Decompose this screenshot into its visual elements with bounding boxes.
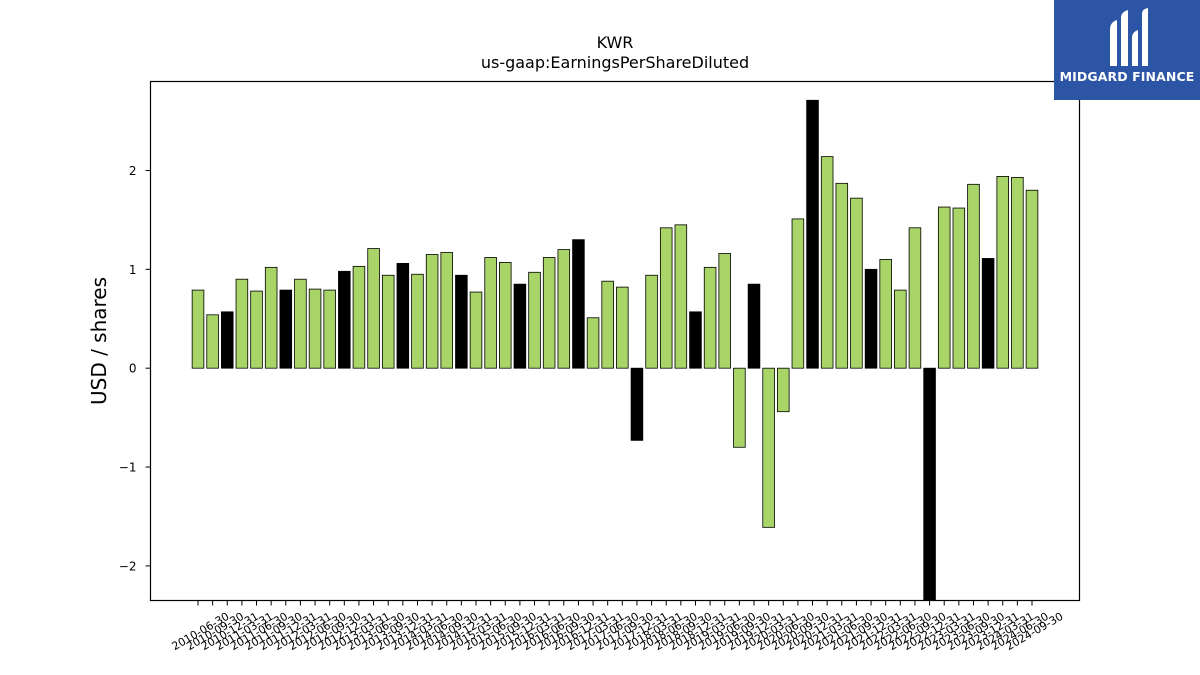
bar-2016-03-31 — [528, 271, 541, 369]
bar-2014-06-30 — [425, 254, 439, 369]
y-tick-label: 1 — [129, 263, 137, 277]
bars-group — [191, 99, 1039, 601]
bar-2010-09-30 — [206, 314, 219, 369]
y-tick-label: −2 — [119, 559, 137, 573]
bar-2024-03-31 — [996, 175, 1009, 369]
bar-2023-06-30 — [952, 207, 966, 369]
bar-2013-12-31 — [396, 262, 410, 369]
bar-2019-09-30 — [733, 367, 746, 448]
bar-2024-09-30 — [1025, 189, 1039, 369]
bar-2023-03-31 — [937, 206, 951, 369]
bar-2014-03-31 — [411, 273, 424, 369]
bar-2018-12-31 — [689, 311, 702, 369]
chart-title: KWR — [597, 33, 634, 52]
bar-2023-09-30 — [967, 183, 980, 369]
bar-2020-12-31 — [806, 99, 819, 369]
bar-2024-06-30 — [1011, 176, 1024, 369]
bar-2019-12-31 — [747, 283, 761, 369]
y-ticks-group: −2 −1 0 1 2 — [119, 164, 151, 573]
bar-2022-12-31 — [923, 367, 936, 601]
bar-2014-09-30 — [440, 252, 453, 369]
bar-2016-06-30 — [542, 257, 556, 369]
bar-2022-03-31 — [879, 259, 892, 369]
bar-2021-09-30 — [850, 197, 863, 369]
bar-2016-12-31 — [572, 239, 585, 369]
bar-2013-06-30 — [367, 248, 380, 369]
plot-frame — [149, 80, 1081, 602]
bar-2013-09-30 — [381, 274, 395, 369]
bar-2021-03-31 — [820, 156, 834, 369]
logo-text: MIDGARD FINANCE — [1059, 69, 1195, 84]
bar-2019-03-31 — [703, 266, 717, 369]
y-tick-label: 0 — [129, 362, 137, 376]
bar-2017-06-30 — [601, 280, 614, 369]
bar-2018-06-30 — [659, 227, 673, 369]
y-tick-label: 2 — [129, 164, 137, 178]
bar-2012-03-31 — [294, 278, 307, 369]
midgard-finance-logo: MIDGARD FINANCE — [1054, 0, 1200, 100]
bar-2010-12-31 — [221, 311, 234, 369]
bar-2012-12-31 — [338, 270, 351, 369]
bar-2019-06-30 — [718, 253, 731, 369]
bar-2017-09-30 — [616, 286, 629, 369]
bar-2011-09-30 — [264, 266, 278, 369]
bar-2013-03-31 — [352, 265, 366, 369]
bar-2015-06-30 — [484, 257, 497, 369]
bar-2017-12-31 — [630, 367, 644, 441]
bar-2023-12-31 — [981, 258, 995, 369]
bar-2020-09-30 — [791, 218, 805, 369]
bar-2012-09-30 — [323, 289, 336, 369]
bar-2010-06-30 — [191, 289, 205, 369]
bar-2020-06-30 — [777, 367, 790, 413]
bar-2014-12-31 — [455, 274, 468, 369]
x-ticks-group: 2010-06-302010-09-302010-12-312011-03-31… — [170, 600, 1066, 653]
bar-2015-09-30 — [499, 262, 512, 369]
bar-2011-12-31 — [279, 289, 293, 369]
bar-2011-06-30 — [250, 290, 263, 369]
y-tick-label: −1 — [119, 461, 137, 475]
bar-2012-06-30 — [308, 288, 322, 369]
chart-subtitle: us-gaap:EarningsPerShareDiluted — [481, 53, 749, 72]
y-axis-label: USD / shares — [87, 277, 111, 405]
midgard-logo-mark-icon — [1110, 8, 1148, 66]
bar-2022-06-30 — [894, 289, 907, 369]
bar-2018-09-30 — [674, 224, 688, 369]
bar-2017-03-31 — [586, 317, 600, 369]
bar-2015-03-31 — [469, 291, 483, 369]
bar-2018-03-31 — [645, 274, 658, 369]
bar-2022-09-30 — [908, 227, 922, 369]
bar-2021-06-30 — [835, 182, 849, 369]
bar-2021-12-31 — [864, 268, 878, 369]
bar-2015-12-31 — [513, 283, 527, 369]
bar-2011-03-31 — [235, 278, 249, 369]
bar-2016-09-30 — [557, 249, 571, 369]
bar-2020-03-31 — [762, 367, 775, 528]
